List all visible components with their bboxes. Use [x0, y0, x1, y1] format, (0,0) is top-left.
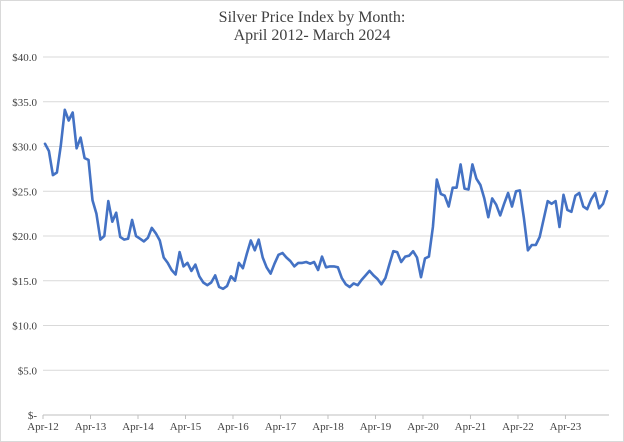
- plot-area: [43, 108, 609, 291]
- x-tick-label: Apr-13: [75, 421, 107, 433]
- y-tick-label: $25.0: [12, 186, 37, 198]
- x-tick-label: Apr-15: [170, 421, 202, 433]
- x-tick-label: Apr-12: [27, 421, 59, 433]
- x-tick-label: Apr-22: [502, 421, 534, 433]
- y-tick-label: $5.0: [18, 365, 38, 377]
- x-tick-label: Apr-20: [407, 421, 439, 433]
- y-tick-label: $10.0: [12, 321, 37, 333]
- y-axis-tick-labels: $- $5.0 $10.0 $15.0 $20.0 $25.0 $30.0 $35.0 $40.…: [12, 52, 37, 422]
- chart-title: Silver Price Index by Month:: [219, 9, 406, 26]
- x-tick-label: Apr-23: [550, 421, 582, 433]
- x-tick-label: Apr-16: [217, 421, 249, 433]
- chart-subtitle: April 2012- March 2024: [234, 27, 391, 44]
- x-tick-label: Apr-19: [360, 421, 392, 433]
- y-tick-label: $15.0: [12, 276, 37, 288]
- x-tick-label: Apr-17: [265, 421, 297, 433]
- y-tick-label: $30.0: [12, 142, 37, 154]
- y-tick-label: $20.0: [12, 231, 37, 243]
- y-tick-label: $-: [28, 410, 38, 422]
- x-tick-label: Apr-14: [122, 421, 154, 433]
- x-axis-tick-labels: Apr-12 Apr-13 Apr-14 Apr-15 Apr-16 Apr-17 Apr-…: [27, 415, 582, 433]
- gridlines: [43, 56, 609, 416]
- x-tick-label: Apr-18: [312, 421, 344, 433]
- series-line: [43, 108, 609, 291]
- y-tick-label: $35.0: [12, 97, 37, 109]
- y-tick-label: $40.0: [12, 52, 37, 64]
- x-tick-label: Apr-21: [455, 421, 487, 433]
